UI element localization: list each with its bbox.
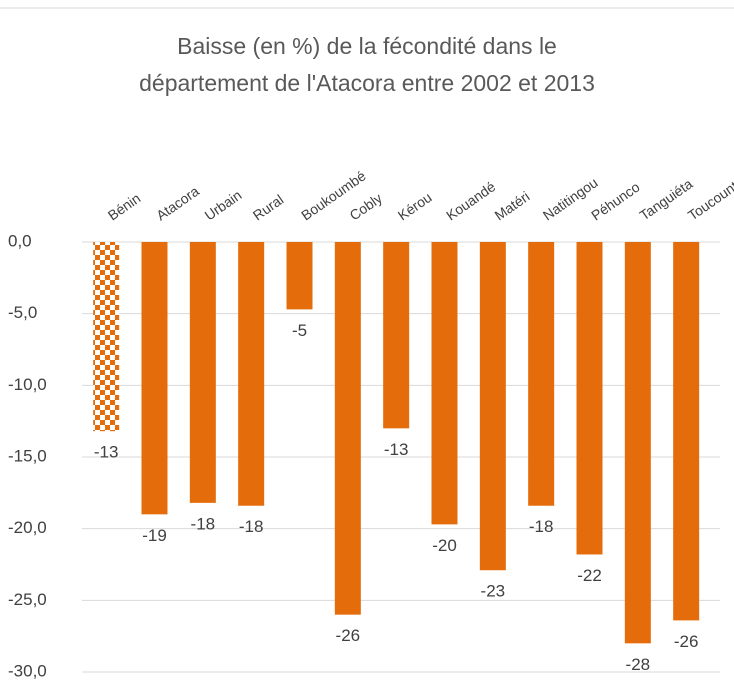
- data-label: -26: [674, 632, 699, 651]
- y-tick-label: -25,0: [8, 590, 47, 609]
- x-tick-label: Matéri: [492, 188, 533, 223]
- data-label: -19: [142, 526, 167, 545]
- bar: [334, 242, 361, 615]
- x-tick-label: Atacora: [153, 183, 202, 224]
- y-tick-label: -20,0: [8, 518, 47, 537]
- bar: [673, 242, 700, 621]
- bar: [528, 242, 555, 506]
- data-label: -18: [239, 517, 264, 536]
- x-tick-label: Toucountouna: [685, 160, 734, 224]
- data-label: -13: [94, 443, 119, 462]
- y-tick-label: -15,0: [8, 446, 47, 465]
- chart-title: département de l'Atacora entre 2002 et 2…: [139, 70, 595, 96]
- data-label: -13: [384, 440, 409, 459]
- x-tick-label: Cobly: [347, 190, 386, 224]
- data-label: -18: [529, 517, 554, 536]
- y-tick-label: -10,0: [8, 375, 47, 394]
- bar: [431, 242, 458, 525]
- bar: [576, 242, 603, 555]
- data-label: -22: [577, 566, 602, 585]
- bar: [141, 242, 168, 515]
- bar: [93, 242, 120, 432]
- chart-title: Baisse (en %) de la fécondité dans le: [177, 33, 557, 59]
- y-tick-label: -5,0: [8, 303, 37, 322]
- x-tick-label: Bénin: [105, 190, 144, 224]
- x-tick-label: Kouandé: [443, 178, 498, 223]
- bar: [189, 242, 216, 503]
- x-tick-label: Rural: [250, 191, 287, 223]
- x-tick-label: Urbain: [202, 187, 245, 224]
- bar: [479, 242, 506, 571]
- data-label: -23: [481, 582, 506, 601]
- x-tick-label: Tanguiéta: [637, 175, 696, 223]
- data-label: -28: [626, 655, 651, 674]
- x-tick-label: Kérou: [395, 189, 435, 224]
- bar: [383, 242, 410, 429]
- data-label: -18: [191, 514, 216, 533]
- y-tick-label: 0,0: [8, 231, 32, 250]
- bar: [238, 242, 265, 506]
- bar: [286, 242, 313, 310]
- data-label: -5: [292, 321, 307, 340]
- data-label: -20: [432, 536, 457, 555]
- y-tick-label: -30,0: [8, 661, 47, 680]
- data-label: -26: [336, 626, 361, 645]
- bar: [624, 242, 651, 644]
